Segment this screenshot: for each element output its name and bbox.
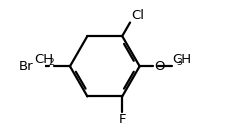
Text: 2: 2 xyxy=(48,58,54,67)
Text: Br: Br xyxy=(19,60,33,73)
Text: CH: CH xyxy=(171,53,191,66)
Text: 3: 3 xyxy=(176,58,182,67)
Text: CH: CH xyxy=(35,53,54,66)
Text: F: F xyxy=(118,113,125,126)
Text: Cl: Cl xyxy=(130,9,144,22)
Text: O: O xyxy=(153,60,164,73)
